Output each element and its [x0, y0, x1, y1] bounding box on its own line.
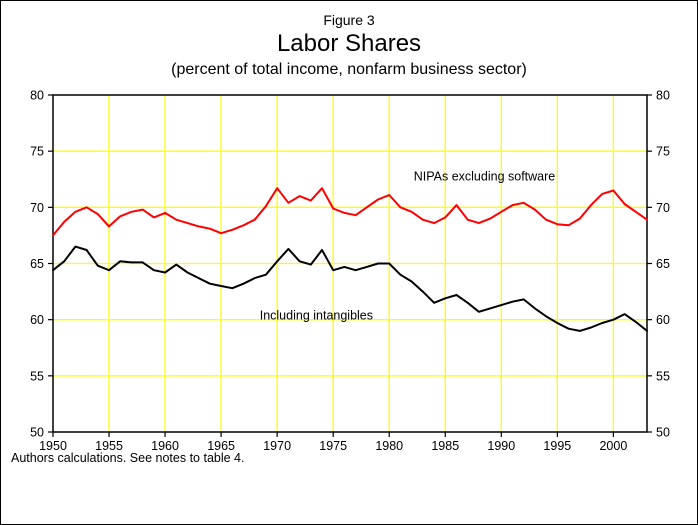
x-tick-label: 1965 — [207, 439, 235, 453]
y-tick-label-left: 70 — [30, 201, 44, 215]
chart-subtitle: (percent of total income, nonfarm busine… — [171, 61, 527, 78]
chart-header: Figure 3 Labor Shares (percent of total … — [1, 1, 697, 81]
series-annotation: NIPAs excluding software — [414, 169, 556, 183]
x-tick-label: 1950 — [39, 439, 67, 453]
y-tick-label-left: 65 — [30, 257, 44, 271]
x-tick-label: 1970 — [263, 439, 291, 453]
series-line-0 — [52, 187, 648, 237]
x-tick-label: 1975 — [319, 439, 347, 453]
y-tick-label-left: 50 — [30, 426, 44, 440]
y-tick-label-left: 80 — [30, 89, 44, 103]
y-tick-label-right: 70 — [656, 201, 670, 215]
x-tick-label: 2000 — [599, 439, 627, 453]
x-tick-label: 1985 — [431, 439, 459, 453]
series-line-1 — [52, 245, 648, 332]
y-tick-label-left: 55 — [30, 369, 44, 383]
line-chart-plot: 50 50 55 55 60 60 65 65 70 70 75 75 80 80 1950 1955 1960… — [30, 89, 670, 454]
x-tick-label: 1980 — [375, 439, 403, 453]
y-tick-label-right: 55 — [656, 369, 670, 383]
x-tick-label: 1995 — [543, 439, 571, 453]
y-tick-label-right: 80 — [656, 89, 670, 103]
x-tick-label: 1990 — [487, 439, 515, 453]
series-annotation: Including intangibles — [260, 309, 373, 323]
y-tick-label-right: 75 — [656, 145, 670, 159]
chart-footnote: Authors calculations. See notes to table… — [11, 451, 245, 465]
y-tick-label-left: 75 — [30, 145, 44, 159]
y-tick-label-right: 50 — [656, 426, 670, 440]
x-tick-label: 1960 — [151, 439, 179, 453]
figure-number: Figure 3 — [323, 12, 375, 28]
y-tick-label-right: 60 — [656, 313, 670, 327]
x-tick-label: 1955 — [95, 439, 123, 453]
chart-title: Labor Shares — [276, 30, 422, 57]
y-tick-label-left: 60 — [30, 313, 44, 327]
y-tick-label-right: 65 — [656, 257, 670, 271]
